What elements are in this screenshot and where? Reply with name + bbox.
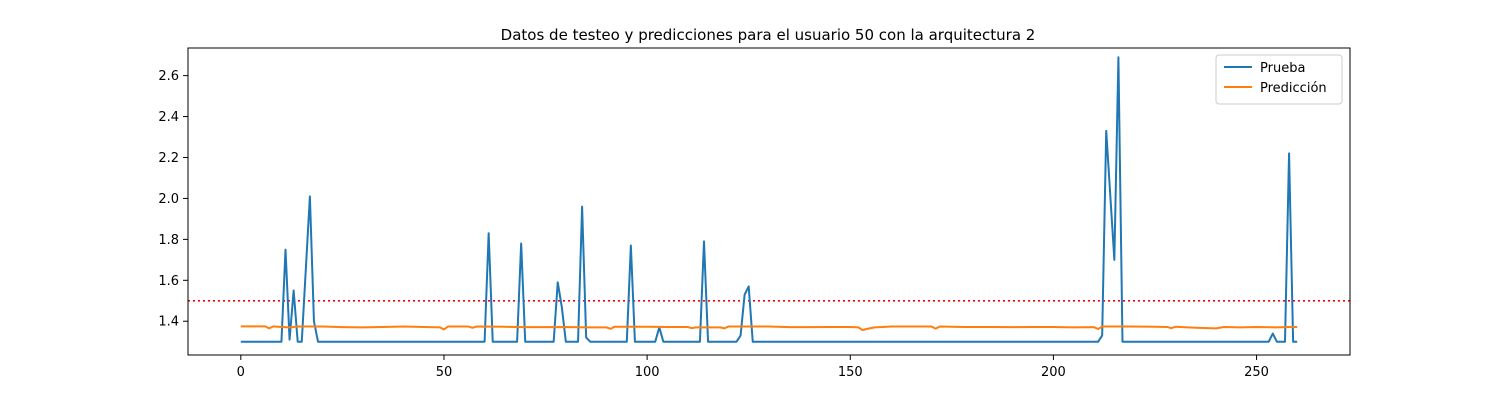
x-tick-label: 150 xyxy=(838,365,863,380)
x-tick-label: 200 xyxy=(1041,365,1066,380)
x-tick-label: 100 xyxy=(635,365,660,380)
plot-frame xyxy=(187,47,1351,356)
y-tick-label: 2.2 xyxy=(158,151,179,166)
y-tick-label: 2.0 xyxy=(158,192,179,207)
series-line-0 xyxy=(240,56,1298,343)
y-tick-label: 1.4 xyxy=(158,315,179,330)
legend-label-prueba: Prueba xyxy=(1260,61,1305,76)
x-tick-label: 50 xyxy=(436,365,453,380)
series-line-1 xyxy=(240,325,1298,332)
x-tick-label: 250 xyxy=(1244,365,1269,380)
y-tick-label: 1.6 xyxy=(158,274,179,289)
x-tick-label: 0 xyxy=(237,365,245,380)
plot-area xyxy=(188,56,1350,343)
y-tick-label: 2.6 xyxy=(158,69,179,84)
legend: Prueba Predicción xyxy=(1215,54,1343,105)
y-tick-label: 2.4 xyxy=(158,110,179,125)
chart-title: Datos de testeo y predicciones para el u… xyxy=(501,26,1036,44)
y-tick-label: 1.8 xyxy=(158,233,179,248)
x-axis: 0 50 100 150 200 250 xyxy=(237,355,1269,380)
legend-label-prediccion: Predicción xyxy=(1260,81,1327,96)
y-axis: 1.4 1.6 1.8 2.0 2.2 2.4 2.6 xyxy=(158,69,188,330)
